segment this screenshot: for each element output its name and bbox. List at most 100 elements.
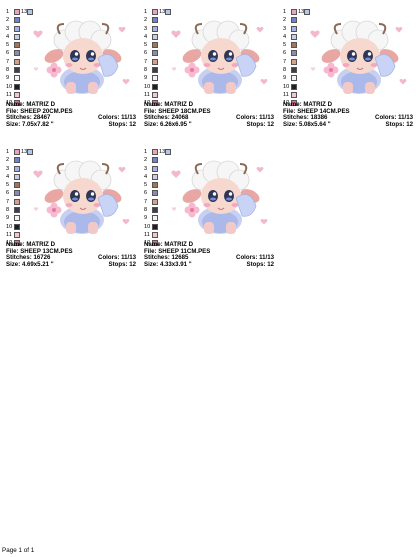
- palette-swatch: [14, 83, 20, 90]
- palette-number: 5: [6, 42, 10, 49]
- palette-swatch: [152, 50, 158, 57]
- color-palette: 1 13 2 3 4 5 6 7 8 9 10 11 12: [283, 8, 310, 108]
- palette-swatch: [165, 9, 171, 15]
- palette-number: 13: [21, 149, 28, 155]
- palette-number: 4: [283, 33, 287, 40]
- stops-label: Stops:: [108, 121, 128, 129]
- size-value: 6.26x6.95 ": [159, 121, 192, 129]
- stitches-value: 18386: [310, 114, 328, 122]
- palette-swatch: [291, 17, 297, 24]
- palette-swatch: [291, 67, 297, 74]
- file-name: SHEEP 14CM.PES: [297, 107, 350, 115]
- palette-swatch: [14, 240, 20, 247]
- palette-swatch: [291, 9, 297, 15]
- size-label: Size:: [6, 121, 21, 129]
- palette-number: 6: [6, 190, 10, 197]
- design-card: 1 13 2 3 4 5 6 7 8 9 10 11 12 Name: MATRI…: [4, 8, 138, 130]
- palette-swatch: [14, 207, 20, 214]
- palette-number: 13: [159, 9, 166, 15]
- palette-swatch: [152, 231, 158, 238]
- color-palette: 1 13 2 3 4 5 6 7 8 9 10 11 12: [144, 148, 171, 248]
- palette-swatch: [14, 67, 20, 74]
- name-label: Name:: [144, 241, 163, 248]
- palette-number: 3: [6, 25, 10, 32]
- stops-value: 12: [406, 121, 413, 129]
- palette-swatch: [152, 240, 158, 247]
- palette-swatch: [14, 50, 20, 57]
- palette-swatch: [27, 149, 33, 155]
- design-info: Name: MATRIZ D File: SHEEP 13CM.PES Stit…: [6, 241, 136, 269]
- palette-number: 1: [6, 149, 10, 155]
- colors-label: Colors:: [236, 254, 258, 262]
- palette-number: 1: [6, 9, 10, 15]
- stops-label: Stops:: [385, 121, 405, 129]
- palette-number: 13: [298, 9, 305, 15]
- file-label: File:: [6, 247, 19, 255]
- design-card: 1 13 2 3 4 5 6 7 8 9 10 11 12 Name: MATRI…: [281, 8, 415, 130]
- palette-swatch: [14, 173, 20, 180]
- palette-swatch: [152, 165, 158, 172]
- design-card: 1 13 2 3 4 5 6 7 8 9 10 11 12 Name: MATRI…: [142, 148, 276, 270]
- sheep-embroidery-image: [24, 150, 134, 242]
- color-palette: 1 13 2 3 4 5 6 7 8 9 10 11 12: [6, 8, 33, 108]
- palette-swatch: [14, 42, 20, 49]
- palette-swatch: [152, 182, 158, 189]
- colors-value: 11/13: [121, 114, 136, 122]
- palette-swatch: [304, 9, 310, 15]
- palette-number: 13: [21, 9, 28, 15]
- color-palette: 1 13 2 3 4 5 6 7 8 9 10 11 12: [6, 148, 33, 248]
- palette-number: 11: [6, 91, 12, 98]
- stitches-label: Stitches:: [144, 114, 170, 122]
- file-label: File:: [6, 107, 19, 115]
- palette-swatch: [152, 33, 158, 40]
- palette-swatch: [14, 33, 20, 40]
- palette-swatch: [14, 190, 20, 197]
- palette-swatch: [152, 173, 158, 180]
- palette-swatch: [291, 75, 297, 82]
- palette-number: 9: [283, 75, 287, 82]
- palette-number: 13: [159, 149, 166, 155]
- palette-number: 9: [6, 215, 10, 222]
- palette-swatch: [14, 17, 20, 24]
- palette-swatch: [291, 42, 297, 49]
- design-card: 1 13 2 3 4 5 6 7 8 9 10 11 12 Name: MATRI…: [142, 8, 276, 130]
- palette-number: 9: [144, 215, 148, 222]
- palette-number: 3: [283, 25, 287, 32]
- palette-number: 5: [6, 182, 10, 189]
- colors-value: 11/13: [259, 254, 274, 262]
- palette-number: 7: [6, 58, 10, 65]
- design-name: MATRIZ D: [26, 241, 55, 248]
- palette-swatch: [27, 9, 33, 15]
- palette-number: 3: [6, 165, 10, 172]
- palette-swatch: [14, 157, 20, 164]
- colors-value: 11/13: [121, 254, 136, 262]
- palette-swatch: [152, 207, 158, 214]
- stitches-label: Stitches:: [6, 254, 32, 262]
- palette-swatch: [291, 100, 297, 107]
- palette-number: 6: [144, 190, 148, 197]
- palette-swatch: [165, 149, 171, 155]
- palette-swatch: [291, 25, 297, 32]
- palette-number: 2: [283, 17, 287, 24]
- palette-number: 6: [144, 50, 148, 57]
- file-name: SHEEP 18CM.PES: [158, 107, 211, 115]
- stitches-value: 12685: [171, 254, 189, 262]
- size-value: 7.05x7.82 ": [21, 121, 54, 129]
- palette-number: 7: [6, 198, 10, 205]
- name-label: Name:: [6, 101, 25, 108]
- design-info: Name: MATRIZ D File: SHEEP 11CM.PES Stit…: [144, 241, 274, 269]
- colors-label: Colors:: [98, 254, 120, 262]
- design-info: Name: MATRIZ D File: SHEEP 20CM.PES Stit…: [6, 101, 136, 129]
- palette-number: 8: [6, 207, 10, 214]
- colors-label: Colors:: [375, 114, 397, 122]
- palette-swatch: [152, 157, 158, 164]
- stops-label: Stops:: [108, 261, 128, 269]
- palette-number: 4: [6, 33, 10, 40]
- stops-label: Stops:: [246, 261, 266, 269]
- file-label: File:: [144, 247, 157, 255]
- size-value: 4.69x5.21 ": [21, 261, 54, 269]
- palette-number: 4: [144, 173, 148, 180]
- palette-swatch: [14, 215, 20, 222]
- palette-number: 8: [6, 67, 10, 74]
- palette-number: 7: [144, 58, 148, 65]
